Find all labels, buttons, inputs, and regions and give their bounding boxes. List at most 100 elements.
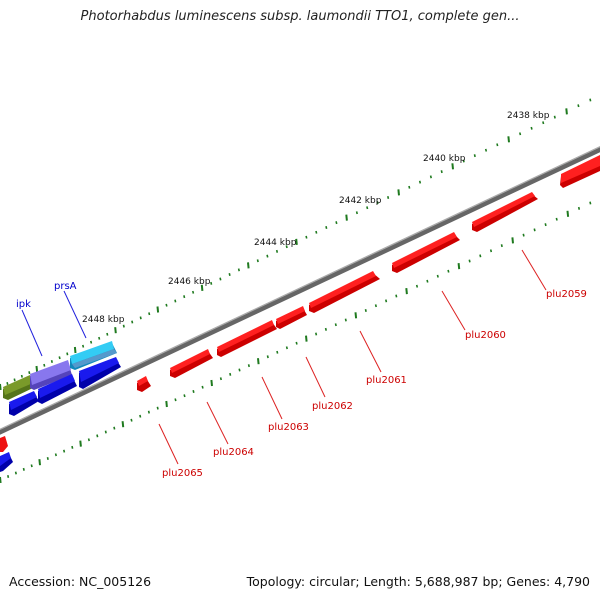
minor-tick xyxy=(156,406,159,410)
minor-tick xyxy=(473,154,476,158)
summary-text: Topology: circular; Length: 5,688,987 bp… xyxy=(246,574,590,589)
major-tick xyxy=(73,346,77,354)
minor-tick xyxy=(122,324,125,328)
minor-tick xyxy=(50,360,53,363)
major-tick xyxy=(35,365,39,373)
minor-tick xyxy=(447,269,450,273)
major-tick xyxy=(295,238,298,245)
minor-tick xyxy=(519,132,522,136)
minor-tick xyxy=(324,327,327,331)
minor-tick xyxy=(335,221,338,225)
minor-tick xyxy=(415,284,419,288)
minor-tick xyxy=(174,398,177,402)
minor-tick xyxy=(174,299,177,303)
gene-labels: plu2059 plu2060 plu2061 plu2062 plu2063 … xyxy=(16,281,587,479)
minor-tick xyxy=(87,438,90,442)
minor-tick xyxy=(58,356,61,360)
major-tick xyxy=(457,263,461,270)
minor-tick xyxy=(238,368,241,372)
accession-text: Accession: NC_005126 xyxy=(9,574,152,589)
minor-tick xyxy=(542,121,545,125)
major-tick xyxy=(257,358,260,365)
major-tick xyxy=(451,163,454,170)
minor-tick xyxy=(355,211,358,215)
major-tick xyxy=(200,284,204,291)
minor-tick xyxy=(219,277,222,281)
minor-tick xyxy=(276,350,279,354)
minor-tick xyxy=(462,159,465,163)
minor-tick xyxy=(139,316,142,320)
minor-tick xyxy=(139,414,142,418)
minor-tick xyxy=(436,274,439,278)
scale-label: 2438 kbp xyxy=(507,111,550,121)
map-title: Photorhabdus luminescens subsp. laumondi… xyxy=(80,9,520,24)
minor-tick xyxy=(71,445,74,449)
minor-tick xyxy=(183,394,186,398)
minor-tick xyxy=(533,228,536,232)
scale-label: 2440 kbp xyxy=(423,154,466,164)
minor-tick xyxy=(553,115,556,119)
minor-tick xyxy=(374,304,377,308)
major-tick xyxy=(305,335,308,342)
scale-labels: 2438 kbp 2440 kbp 2442 kbp 2444 kbp 2446… xyxy=(82,111,550,325)
minor-tick xyxy=(98,336,101,340)
minor-tick xyxy=(479,254,482,258)
minor-tick xyxy=(210,281,213,285)
minor-tick xyxy=(7,475,10,478)
major-tick xyxy=(511,237,514,244)
major-tick xyxy=(121,421,125,428)
minor-tick xyxy=(285,245,288,249)
gene-label: plu2065 xyxy=(162,468,203,479)
minor-tick xyxy=(90,340,93,344)
minor-tick xyxy=(544,223,547,227)
major-tick xyxy=(79,440,82,447)
minor-tick xyxy=(305,235,308,239)
minor-tick xyxy=(219,377,222,381)
gene-label: plu2060 xyxy=(465,330,506,341)
gene-label: plu2063 xyxy=(268,422,309,433)
minor-tick xyxy=(66,352,69,356)
minor-tick xyxy=(247,364,250,368)
scale-label: 2442 kbp xyxy=(339,196,382,206)
inner-tick-row xyxy=(0,201,592,484)
gene-plu2061 xyxy=(309,273,380,313)
gene-label: plu2061 xyxy=(366,375,407,386)
minor-tick xyxy=(6,382,9,385)
gene-label: plu2059 xyxy=(546,289,587,300)
major-tick xyxy=(345,214,348,221)
major-tick xyxy=(354,312,358,319)
minor-tick xyxy=(315,230,318,234)
minor-tick xyxy=(484,148,488,152)
gene-left-red xyxy=(0,436,8,452)
minor-tick xyxy=(104,430,107,434)
minor-tick xyxy=(96,434,99,438)
gene-plu2059 xyxy=(472,194,538,232)
minor-tick xyxy=(30,464,33,468)
minor-tick xyxy=(266,355,269,359)
minor-tick xyxy=(376,201,379,205)
scale-label: 2448 kbp xyxy=(82,315,125,325)
gene-label: prsA xyxy=(54,281,77,292)
minor-tick xyxy=(43,363,46,367)
minor-tick xyxy=(496,143,499,147)
minor-tick xyxy=(183,295,186,299)
blue-genes xyxy=(0,357,121,472)
minor-tick xyxy=(22,467,25,471)
major-tick xyxy=(247,262,250,269)
minor-tick xyxy=(192,290,195,294)
minor-tick xyxy=(530,126,533,130)
gene-label: plu2064 xyxy=(213,447,254,458)
minor-tick xyxy=(387,196,390,199)
minor-tick xyxy=(63,449,66,453)
minor-tick xyxy=(228,273,231,276)
minor-tick xyxy=(315,332,318,336)
minor-tick xyxy=(364,309,367,312)
minor-tick xyxy=(54,453,57,457)
gene-label: plu2062 xyxy=(312,401,353,412)
major-tick xyxy=(566,210,570,217)
minor-tick xyxy=(522,233,525,237)
minor-tick xyxy=(20,374,23,378)
minor-tick xyxy=(577,104,580,108)
minor-tick xyxy=(229,372,232,376)
minor-tick xyxy=(130,418,133,422)
